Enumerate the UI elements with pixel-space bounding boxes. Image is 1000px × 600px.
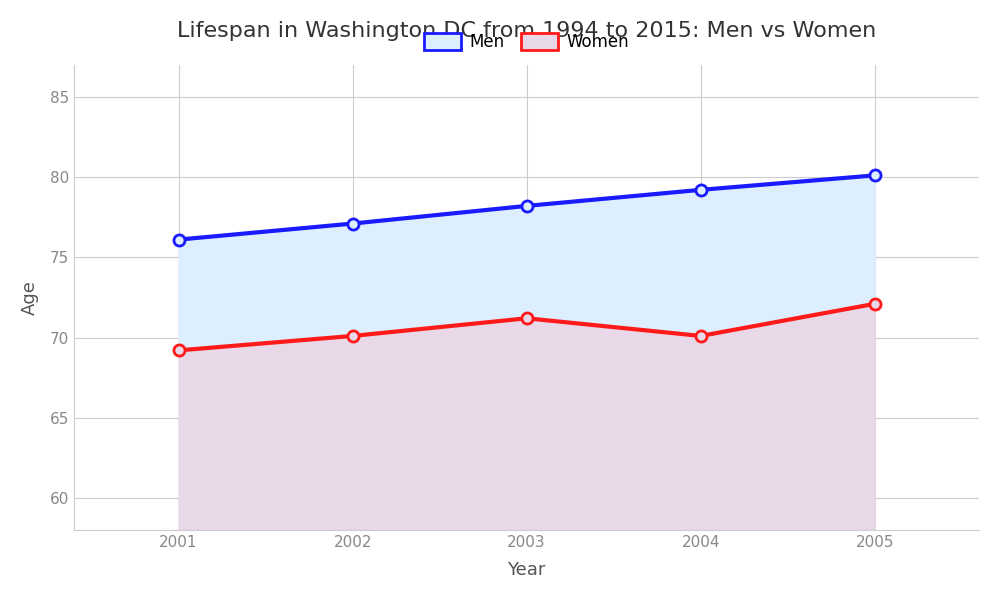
Women [173,347,185,354]
Men [521,202,533,209]
X-axis label: Year: Year [507,561,546,579]
Men [173,236,185,243]
Title: Lifespan in Washington DC from 1994 to 2015: Men vs Women: Lifespan in Washington DC from 1994 to 2… [177,21,876,41]
Women [347,332,359,340]
Line: Men: Men [173,170,880,245]
Line: Women: Women [173,298,880,356]
Men [695,186,707,193]
Women [521,314,533,322]
Y-axis label: Age: Age [21,280,39,315]
Women [869,300,881,307]
Women [695,332,707,340]
Men [347,220,359,227]
Legend: Men, Women: Men, Women [418,26,636,58]
Men [869,172,881,179]
